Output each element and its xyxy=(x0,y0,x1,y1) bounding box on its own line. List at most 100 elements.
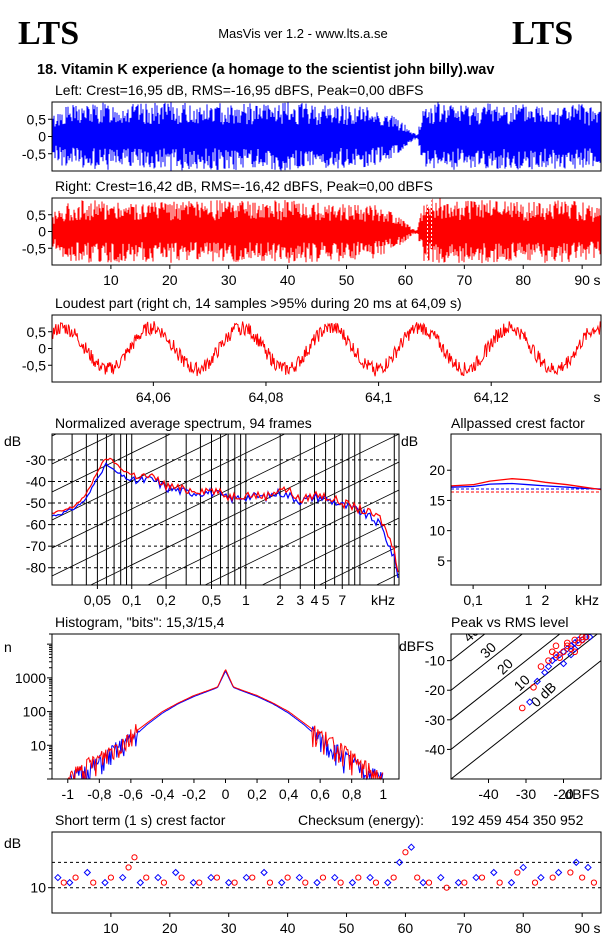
left-waveform-ytick-label-1: 0 xyxy=(38,129,46,145)
right-waveform-xtick-label-8: 90 xyxy=(574,272,590,288)
left-waveform-panel: Left: Crest=16,95 dB, RMS=-16,95 dBFS, P… xyxy=(22,82,602,172)
short-crest-point-left-20 xyxy=(395,858,404,867)
allpassed-crest-ylabel: dB xyxy=(401,433,418,449)
peak-rms-point-left-17 xyxy=(571,645,579,653)
peak-rms-point-left-12 xyxy=(544,662,553,671)
average-spectrum-panel: Normalized average spectrum, 94 frames d… xyxy=(4,415,400,608)
loudest-part-xtick-label-3: 64,12 xyxy=(474,389,509,405)
short-crest-point-right-8 xyxy=(178,874,185,881)
loudest-part-ytick-label-1: 0 xyxy=(38,341,46,357)
peak-rms-point-right-14 xyxy=(563,639,571,647)
peak-rms-xtick-label-0: -40 xyxy=(478,786,498,802)
right-waveform-plot: 0,50-0,5 10 20 30 40 50 60 70 80 90 s xyxy=(22,197,602,288)
short-crest-point-right-2 xyxy=(90,879,97,886)
histogram-series-left xyxy=(67,670,384,781)
peak-rms-point-right-6 xyxy=(545,657,552,664)
loudest-part-panel: Loudest part (right ch, 14 samples >95% … xyxy=(22,295,602,405)
histogram-xtick-label-10: 1 xyxy=(379,786,387,802)
allpassed-unit: kHz xyxy=(575,592,599,608)
peak-rms-xtick-label-2: -20 xyxy=(553,786,573,802)
histogram-xtick-label-8: 0,6 xyxy=(310,786,330,802)
short-crest-point-left-8 xyxy=(189,878,198,887)
short-crest-point-right-20 xyxy=(390,874,397,881)
histogram-xtick-label-1: -0,8 xyxy=(87,786,111,802)
short-crest-ytick-label-0: 10 xyxy=(30,880,46,896)
short-crest-point-right-29 xyxy=(531,879,539,886)
logo-right: LTS xyxy=(512,15,573,52)
spectrum-xtick-label-2: 0,2 xyxy=(156,592,176,608)
spectrum-xtick-label-8: 5 xyxy=(322,592,330,608)
loudest-part-plot: 0,50-0,5 64,06 64,08 64,1 64,12 s xyxy=(22,314,602,405)
spectrum-xtick-label-1: 0,1 xyxy=(122,592,142,608)
short-crest-point-right-19 xyxy=(372,879,380,886)
short-crest-point-right-1 xyxy=(72,874,79,881)
short-crest-point-left-27 xyxy=(507,878,516,887)
allpassed-xlabel-0: 0,1 xyxy=(463,592,483,608)
right-waveform-title: Right: Crest=16,42 dB, RMS=-16,42 dBFS, … xyxy=(55,178,433,194)
file-title: 18. Vitamin K experience (a homage to th… xyxy=(37,62,494,78)
short-crest-point-right-6 xyxy=(143,874,150,881)
peak-rms-ytick-label-2: -30 xyxy=(425,712,445,728)
peak-rms-diagonal-3 xyxy=(451,634,599,751)
short-crest-point-right-5 xyxy=(131,854,138,861)
spectrum-xtick-label-9: 7 xyxy=(338,592,346,608)
right-waveform-xtick-label-3: 40 xyxy=(280,272,296,288)
spectrum-ytick-label-0: -30 xyxy=(26,452,46,468)
spectrum-slope-8 xyxy=(52,434,286,549)
short-crest-point-right-12 xyxy=(249,874,256,881)
short-crest-point-left-23 xyxy=(437,873,445,882)
short-crest-point-left-5 xyxy=(136,878,145,887)
short-crest-point-right-17 xyxy=(337,879,344,886)
spectrum-slope-12 xyxy=(204,489,399,585)
average-spectrum-grid xyxy=(52,434,399,585)
histogram-xtick-label-2: -0,6 xyxy=(119,786,143,802)
allpassed-crest-panel: Allpassed crest factor dB 20 15 10 5 0,1 1 2 kHz xyxy=(401,415,602,608)
histogram-ylabel-0: 1000 xyxy=(15,670,46,686)
short-crest-point-right-15 xyxy=(302,879,309,886)
peak-vs-rms-title: Peak vs RMS level xyxy=(451,614,568,630)
peak-rms-diagonal-2 xyxy=(451,634,561,721)
allpassed-xlabel-2: 2 xyxy=(542,592,550,608)
short-crest-xtick-unit: s xyxy=(594,920,601,936)
right-waveform-ytick-label-1: 0 xyxy=(38,224,46,240)
short-crest-point-right-21 xyxy=(402,849,409,856)
short-crest-point-right-9 xyxy=(196,879,203,886)
short-term-crest-title: Short term (1 s) crest factor xyxy=(55,812,226,828)
loudest-part-xtick-label-2: 64,1 xyxy=(365,389,392,405)
peak-rms-point-left-14 xyxy=(586,634,594,641)
short-crest-point-left-28 xyxy=(519,863,527,872)
short-crest-xtick-label-2: 30 xyxy=(221,920,237,936)
spectrum-xtick-label-7: 4 xyxy=(311,592,319,608)
short-crest-point-left-25 xyxy=(472,873,480,882)
peak-rms-inner: 403020100 dB xyxy=(451,634,601,779)
histogram-series-right xyxy=(67,669,384,781)
peak-vs-rms-plot: 403020100 dBdBFS-10-20-30-40-40-30-20dBF… xyxy=(399,633,602,802)
loudest-part-title: Loudest part (right ch, 14 samples >95% … xyxy=(55,295,462,311)
short-crest-point-right-7 xyxy=(160,879,168,886)
peak-rms-point-right-0 xyxy=(530,683,537,691)
short-crest-xtick-label-4: 50 xyxy=(339,920,355,936)
allpassed-xlabel-1: 1 xyxy=(525,592,533,608)
short-term-crest-panel: Short term (1 s) crest factor Checksum (… xyxy=(4,812,602,936)
short-crest-xtick-label-0: 10 xyxy=(103,920,119,936)
right-waveform-xtick-label-0: 10 xyxy=(103,272,119,288)
peak-rms-point-left-15 xyxy=(559,659,568,668)
spectrum-xtick-label-5: 2 xyxy=(276,592,284,608)
spectrum-slope-6 xyxy=(52,434,172,493)
peak-rms-point-left-1 xyxy=(526,698,534,706)
short-crest-point-right-14 xyxy=(284,874,291,881)
spectrum-slope-10 xyxy=(89,434,399,585)
spectrum-xtick-unit: kHz xyxy=(371,592,395,608)
short-crest-point-right-24 xyxy=(443,884,450,891)
peak-rms-xtick-label-1: -30 xyxy=(516,786,536,802)
app-title: MasVis ver 1.2 - www.lts.a.se xyxy=(218,26,388,41)
short-crest-point-left-29 xyxy=(537,873,545,882)
histogram-panel: Histogram, "bits": 15,3/15,4 n100010010-… xyxy=(4,614,400,802)
peak-rms-diagonal-1 xyxy=(451,634,524,691)
peak-rms-ylabel: dBFS xyxy=(399,638,434,654)
loudest-part-xtick-label-1: 64,08 xyxy=(248,389,283,405)
average-spectrum-ylabel: dB xyxy=(4,433,21,449)
short-crest-point-left-14 xyxy=(295,873,304,882)
